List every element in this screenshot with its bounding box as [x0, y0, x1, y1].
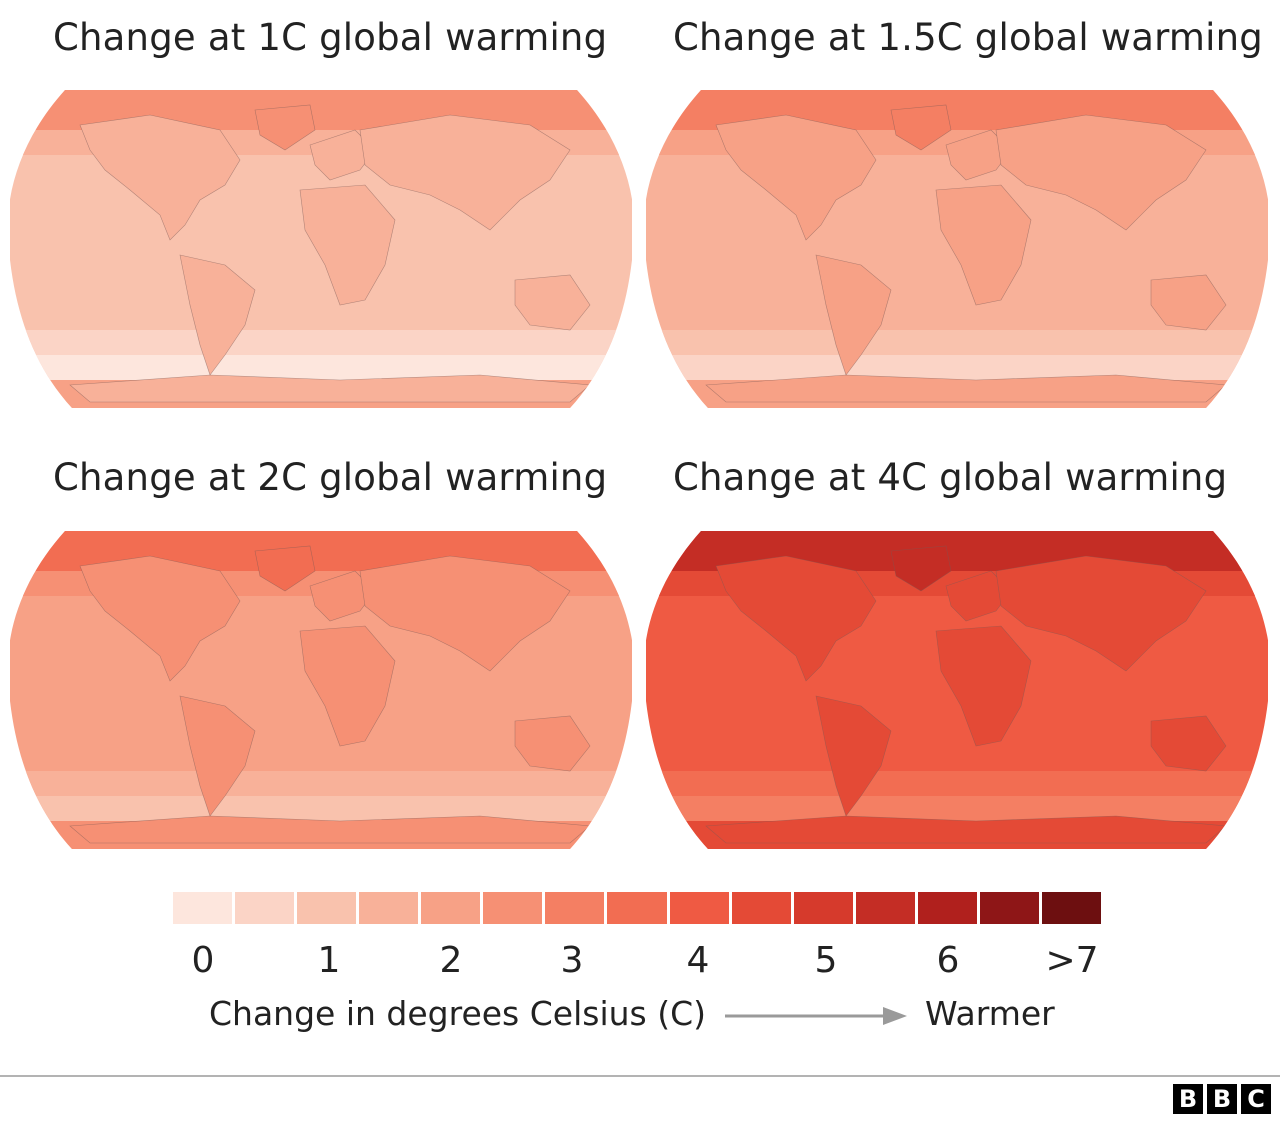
bbc-logo-letter: C	[1241, 1084, 1271, 1114]
landmass-australia	[1150, 715, 1227, 772]
landmass-africa	[299, 184, 396, 306]
legend-swatch	[235, 892, 295, 924]
landmass-antarctica	[69, 815, 591, 844]
legend-tick-label: 1	[317, 940, 341, 981]
landmass-africa	[299, 625, 396, 747]
landmass-asia	[995, 114, 1207, 231]
landmass-europe	[945, 129, 1012, 181]
legend-swatch	[421, 892, 481, 924]
landmass-australia	[1150, 274, 1227, 331]
legend-tick-label: 0	[191, 940, 215, 981]
landmass-antarctica	[705, 374, 1227, 403]
legend-swatch	[979, 892, 1039, 924]
landmass-europe	[309, 570, 376, 622]
legend-swatch	[669, 892, 729, 924]
legend-swatch	[297, 892, 357, 924]
landmass-africa	[935, 184, 1032, 306]
landmass-australia	[514, 715, 591, 772]
landmass-africa	[935, 625, 1032, 747]
landmass-europe	[309, 129, 376, 181]
color-scale-legend	[173, 892, 1101, 924]
panel-title-2c: Change at 2C global warming	[53, 456, 608, 499]
legend-swatch	[173, 892, 233, 924]
landmass-australia	[514, 274, 591, 331]
legend-swatch	[483, 892, 543, 924]
legend-tick-label: 4	[686, 940, 710, 981]
landmass-europe	[945, 570, 1012, 622]
legend-swatch	[917, 892, 977, 924]
legend-swatch	[607, 892, 667, 924]
map-1c	[10, 90, 632, 408]
map-4c	[646, 531, 1268, 849]
landmass-asia	[359, 114, 571, 231]
legend-swatch	[793, 892, 853, 924]
landmass-north-america	[715, 555, 877, 682]
panel-title-1-5c: Change at 1.5C global warming	[673, 16, 1263, 59]
landmass-south-america	[179, 254, 256, 376]
landmass-north-america	[715, 114, 877, 241]
landmass-asia	[995, 555, 1207, 672]
panel-title-1c: Change at 1C global warming	[53, 16, 608, 59]
legend-swatch	[855, 892, 915, 924]
landmass-south-america	[815, 695, 892, 817]
legend-swatch	[1041, 892, 1101, 924]
landmass-antarctica	[69, 374, 591, 403]
legend-tick-label: 2	[439, 940, 463, 981]
map-2c	[10, 531, 632, 849]
bbc-logo-letter: B	[1207, 1084, 1237, 1114]
landmass-greenland	[890, 545, 952, 592]
legend-tick-label: 5	[814, 940, 838, 981]
panel-title-4c: Change at 4C global warming	[673, 456, 1228, 499]
legend-tick-label: >7	[1045, 940, 1099, 981]
landmass-south-america	[179, 695, 256, 817]
bbc-logo: B B C	[1173, 1084, 1271, 1114]
arrow-right-icon	[725, 1007, 907, 1025]
warmer-label: Warmer	[925, 994, 1055, 1033]
landmass-greenland	[890, 104, 952, 151]
landmass-south-america	[815, 254, 892, 376]
landmass-north-america	[79, 555, 241, 682]
legend-swatch	[545, 892, 605, 924]
bbc-logo-letter: B	[1173, 1084, 1203, 1114]
legend-tick-label: 3	[560, 940, 584, 981]
landmass-greenland	[254, 104, 316, 151]
legend-caption: Change in degrees Celsius (C)	[209, 994, 706, 1033]
landmass-antarctica	[705, 815, 1227, 844]
map-1-5c	[646, 90, 1268, 408]
landmass-asia	[359, 555, 571, 672]
legend-tick-label: 6	[936, 940, 960, 981]
legend-swatch	[359, 892, 419, 924]
landmass-greenland	[254, 545, 316, 592]
landmass-north-america	[79, 114, 241, 241]
footer-divider	[0, 1075, 1280, 1077]
legend-swatch	[731, 892, 791, 924]
